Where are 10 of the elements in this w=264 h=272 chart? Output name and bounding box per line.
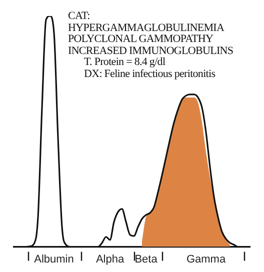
x-tick-label: Alpha (96, 253, 125, 266)
x-tick-label: Gamma (186, 253, 226, 266)
annotation: DX: Feline infectious peritonitis (83, 68, 216, 81)
annotation: POLYCLONAL GAMMOPATHY (68, 33, 214, 46)
x-tick-label: Beta (134, 253, 158, 266)
annotation: INCREASED IMMUNOGLOBULINS (68, 44, 234, 57)
annotation: HYPERGAMMAGLOBULINEMIA (68, 22, 226, 34)
x-tick-label: Albumin (34, 253, 74, 266)
annotation: T. Protein = 8.4 g/dl (83, 56, 166, 69)
annotation: CAT: (68, 10, 91, 23)
